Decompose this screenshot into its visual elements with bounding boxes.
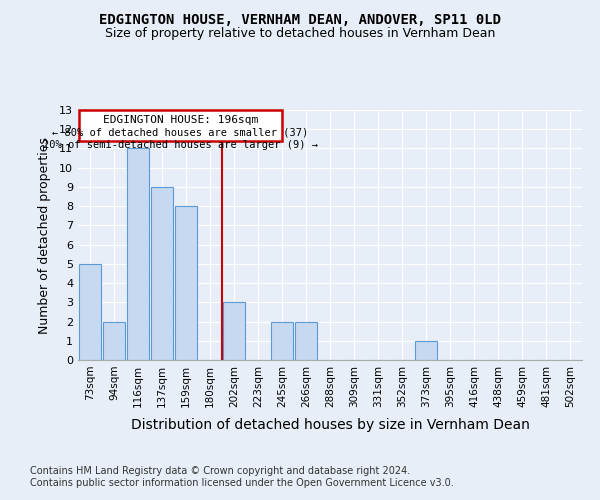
Text: Contains HM Land Registry data © Crown copyright and database right 2024.
Contai: Contains HM Land Registry data © Crown c… (30, 466, 454, 487)
Y-axis label: Number of detached properties: Number of detached properties (38, 136, 50, 334)
Text: Size of property relative to detached houses in Vernham Dean: Size of property relative to detached ho… (105, 28, 495, 40)
Text: EDGINGTON HOUSE: 196sqm: EDGINGTON HOUSE: 196sqm (103, 116, 258, 126)
Text: 20% of semi-detached houses are larger (9) →: 20% of semi-detached houses are larger (… (43, 140, 318, 150)
X-axis label: Distribution of detached houses by size in Vernham Dean: Distribution of detached houses by size … (131, 418, 529, 432)
Bar (271, 322, 293, 360)
Bar (175, 206, 197, 360)
Text: ← 80% of detached houses are smaller (37): ← 80% of detached houses are smaller (37… (52, 128, 309, 138)
Bar (415, 341, 437, 360)
FancyBboxPatch shape (79, 110, 282, 141)
Text: EDGINGTON HOUSE, VERNHAM DEAN, ANDOVER, SP11 0LD: EDGINGTON HOUSE, VERNHAM DEAN, ANDOVER, … (99, 12, 501, 26)
Bar (151, 187, 173, 360)
Bar (103, 322, 125, 360)
Bar (295, 322, 317, 360)
Bar (223, 302, 245, 360)
Bar (79, 264, 101, 360)
Bar (127, 148, 149, 360)
